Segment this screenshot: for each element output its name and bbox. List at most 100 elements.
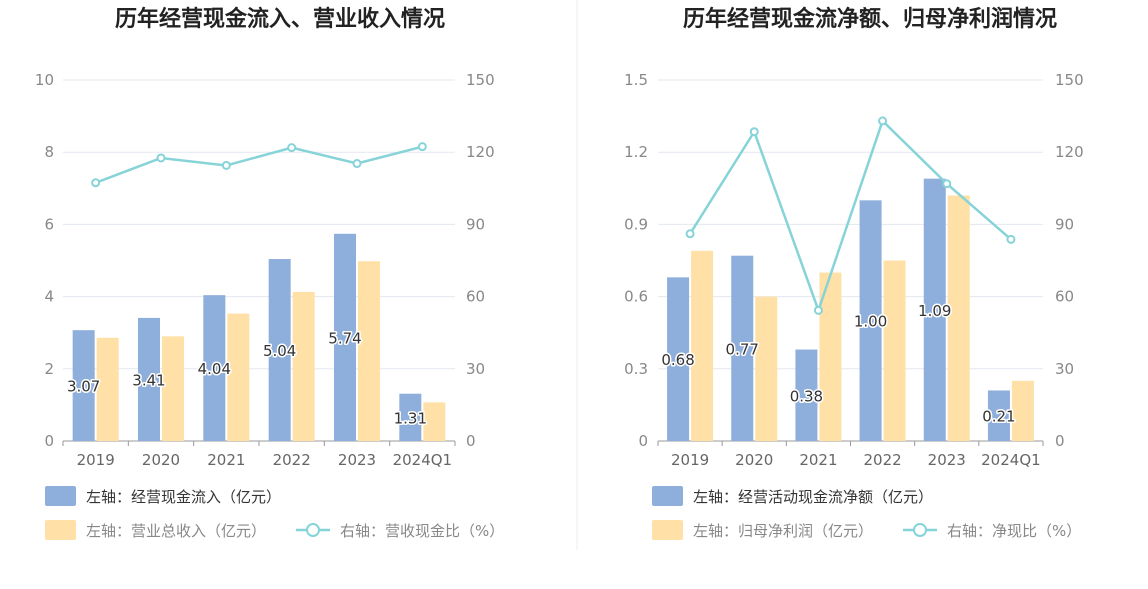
bar-data-label: 1.31	[394, 409, 427, 427]
bar-data-label: 0.77	[726, 340, 759, 358]
left-axis-tick: 0	[44, 432, 54, 450]
x-category-label: 2021	[799, 451, 837, 469]
bar-series-1	[268, 259, 291, 441]
bar-series-2	[755, 296, 778, 441]
x-category-label: 2022	[273, 451, 311, 469]
x-category-label: 2023	[338, 451, 376, 469]
legend-label-series-2: 左轴：营业总收入（亿元）	[86, 522, 266, 540]
bar-data-label: 0.38	[790, 387, 823, 405]
bar-data-label: 0.68	[661, 351, 694, 369]
x-category-label: 2024Q1	[981, 451, 1041, 469]
bar-data-label: 1.00	[854, 313, 887, 331]
right-axis-tick: 60	[466, 288, 485, 306]
bar-series-1	[203, 295, 226, 441]
bar-series-2	[358, 261, 380, 441]
bar-series-1	[667, 277, 690, 441]
line-point	[91, 178, 101, 188]
line-series	[689, 118, 1012, 315]
bar-series-2	[227, 313, 250, 441]
bar-data-label: 5.04	[263, 342, 296, 360]
left-axis-tick: 0.3	[624, 360, 648, 378]
right-axis-tick: 120	[466, 143, 495, 161]
x-category-label: 2021	[207, 451, 245, 469]
line-point	[685, 229, 695, 239]
line-point	[878, 116, 888, 126]
x-category-label: 2020	[735, 451, 773, 469]
bar-data-label: 3.41	[132, 371, 165, 389]
left-axis-tick: 0.9	[624, 215, 648, 233]
bar-series-2	[292, 291, 315, 441]
bar-series-1	[72, 330, 95, 441]
legend-label-series-1: 左轴：经营活动现金流净额（亿元）	[693, 488, 933, 506]
line-series	[95, 145, 423, 184]
legend-label-series-3: 右轴：营收现金比（%）	[340, 522, 504, 540]
legend-swatch-series-1	[45, 486, 76, 506]
bar-series-1	[987, 390, 1010, 441]
legend-label-series-3: 右轴：净现比（%）	[947, 522, 1081, 540]
bar-series-1	[399, 393, 422, 441]
legend-swatch-series-2	[45, 520, 76, 540]
left-axis-tick: 0.6	[624, 288, 648, 306]
line-point	[1006, 234, 1016, 244]
x-category-label: 2019	[77, 451, 115, 469]
bar-data-label: 0.21	[982, 408, 1015, 426]
bar-series-1	[923, 178, 946, 441]
right-axis-tick: 90	[1055, 215, 1074, 233]
chart-title: 历年经营现金流净额、归母净利润情况	[683, 6, 1057, 32]
chart-title: 历年经营现金流入、营业收入情况	[115, 6, 445, 32]
left-axis-tick: 1.5	[624, 71, 648, 89]
bar-series-2	[1011, 380, 1034, 441]
right-axis-tick: 0	[1055, 432, 1065, 450]
bar-series-1	[859, 200, 882, 441]
bar-series-1	[138, 317, 160, 441]
x-category-label: 2020	[142, 451, 180, 469]
line-point	[352, 159, 362, 169]
chart-2: 历年经营现金流净额、归母净利润情况 0 0 0.3 30 0.6 60 0.9 90 1.2 120…	[624, 6, 1084, 540]
bar-series-2	[162, 336, 184, 441]
left-axis-tick: 1.2	[624, 143, 648, 161]
bar-series-2	[947, 195, 970, 441]
right-axis-tick: 90	[466, 215, 485, 233]
line-point	[156, 153, 166, 163]
x-category-label: 2024Q1	[393, 451, 453, 469]
left-axis-tick: 4	[44, 288, 54, 306]
legend-swatch-series-1	[652, 486, 683, 506]
line-point	[749, 127, 759, 137]
right-axis-tick: 150	[466, 71, 495, 89]
bar-series-1	[795, 349, 818, 441]
left-axis-tick: 8	[44, 143, 54, 161]
left-axis-tick: 2	[44, 360, 54, 378]
bar-series-2	[883, 260, 906, 441]
bar-series-2	[423, 402, 446, 441]
bar-data-label: 1.09	[918, 302, 951, 320]
right-axis-tick: 30	[1055, 360, 1074, 378]
line-point	[942, 179, 952, 189]
right-axis-tick: 60	[1055, 288, 1074, 306]
line-point	[813, 305, 823, 315]
legend-line-marker-icon	[913, 523, 927, 537]
bar-data-label: 5.74	[328, 329, 361, 347]
right-axis-tick: 150	[1055, 71, 1084, 89]
left-axis-tick: 6	[44, 215, 54, 233]
bar-series-2	[819, 272, 842, 441]
line-point	[287, 143, 297, 153]
line-point	[221, 160, 231, 170]
chart-1: 历年经营现金流入、营业收入情况 0 0 2 30 4 60 6 90 8 120 10 150 2019 3…	[35, 6, 504, 540]
x-category-label: 2022	[863, 451, 901, 469]
x-category-label: 2019	[671, 451, 709, 469]
legend-label-series-1: 左轴：经营现金流入（亿元）	[86, 488, 281, 506]
legend-label-series-2: 左轴：归母净利润（亿元）	[693, 522, 873, 540]
right-axis-tick: 30	[466, 360, 485, 378]
x-category-label: 2023	[928, 451, 966, 469]
line-point	[417, 142, 427, 152]
bar-series-1	[731, 255, 754, 441]
right-axis-tick: 120	[1055, 143, 1084, 161]
left-axis-tick: 10	[35, 71, 54, 89]
bar-data-label: 3.07	[67, 378, 100, 396]
legend-swatch-series-2	[652, 520, 683, 540]
bar-series-2	[691, 250, 714, 441]
left-axis-tick: 0	[638, 432, 648, 450]
right-axis-tick: 0	[466, 432, 476, 450]
